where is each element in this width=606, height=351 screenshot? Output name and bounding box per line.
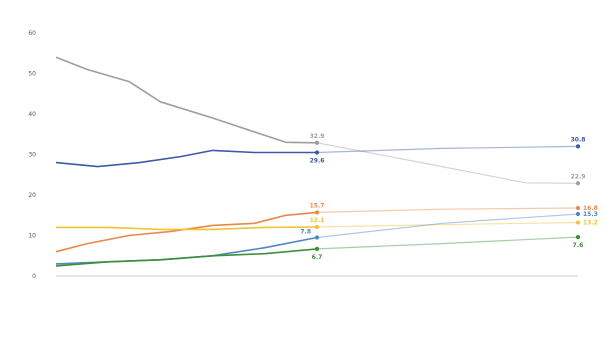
data-label: 15.7 xyxy=(310,202,325,209)
data-label: 15.3 xyxy=(583,211,598,218)
series-marker xyxy=(314,150,320,155)
data-label: 13.2 xyxy=(583,220,598,227)
y-tick-label: 20 xyxy=(28,192,36,199)
y-tick-label: 40 xyxy=(28,111,36,118)
data-label: 6.7 xyxy=(312,254,323,261)
data-label: 7.8 xyxy=(300,229,311,236)
series-marker xyxy=(575,205,581,211)
series-marker xyxy=(575,211,581,217)
series-marker xyxy=(575,220,581,225)
series-projection-1 xyxy=(316,142,579,184)
series-projection-4 xyxy=(316,221,579,228)
data-label: 29.6 xyxy=(310,157,325,164)
y-tick-label: 60 xyxy=(28,30,36,37)
series-marker xyxy=(314,210,320,215)
series-marker xyxy=(314,246,320,251)
data-label: 7.6 xyxy=(573,242,584,249)
series-marker xyxy=(314,224,320,230)
series-projection-5 xyxy=(316,213,579,239)
chart-series-group xyxy=(55,56,581,267)
data-label: 32.9 xyxy=(310,133,325,140)
chart-axes: 0 10 20 30 40 50 60 xyxy=(28,30,578,280)
series-marker xyxy=(314,140,320,145)
data-label: 22.9 xyxy=(571,173,586,180)
series-line-3 xyxy=(55,211,318,253)
series-projection-6 xyxy=(316,236,579,250)
series-line-2 xyxy=(55,149,317,168)
series-marker xyxy=(575,181,581,186)
y-tick-label: 0 xyxy=(32,273,36,280)
data-label: 12.1 xyxy=(310,217,325,224)
series-marker xyxy=(575,144,581,149)
series-marker xyxy=(314,235,320,240)
y-tick-label: 50 xyxy=(28,71,36,78)
chart-data-labels: 32.9 22.9 29.6 30.8 15.7 16.8 12.1 13.2 7.8 15.3 6… xyxy=(300,133,597,261)
series-line-6 xyxy=(55,248,318,267)
y-tick-label: 10 xyxy=(28,233,36,240)
series-projection-3 xyxy=(316,207,579,213)
data-label: 30.8 xyxy=(571,136,586,143)
series-marker xyxy=(575,235,581,240)
data-label: 16.8 xyxy=(583,205,598,212)
y-tick-label: 30 xyxy=(28,152,36,159)
series-projection-2 xyxy=(316,145,579,154)
series-line-1 xyxy=(55,56,318,144)
series-line-4 xyxy=(56,226,318,231)
